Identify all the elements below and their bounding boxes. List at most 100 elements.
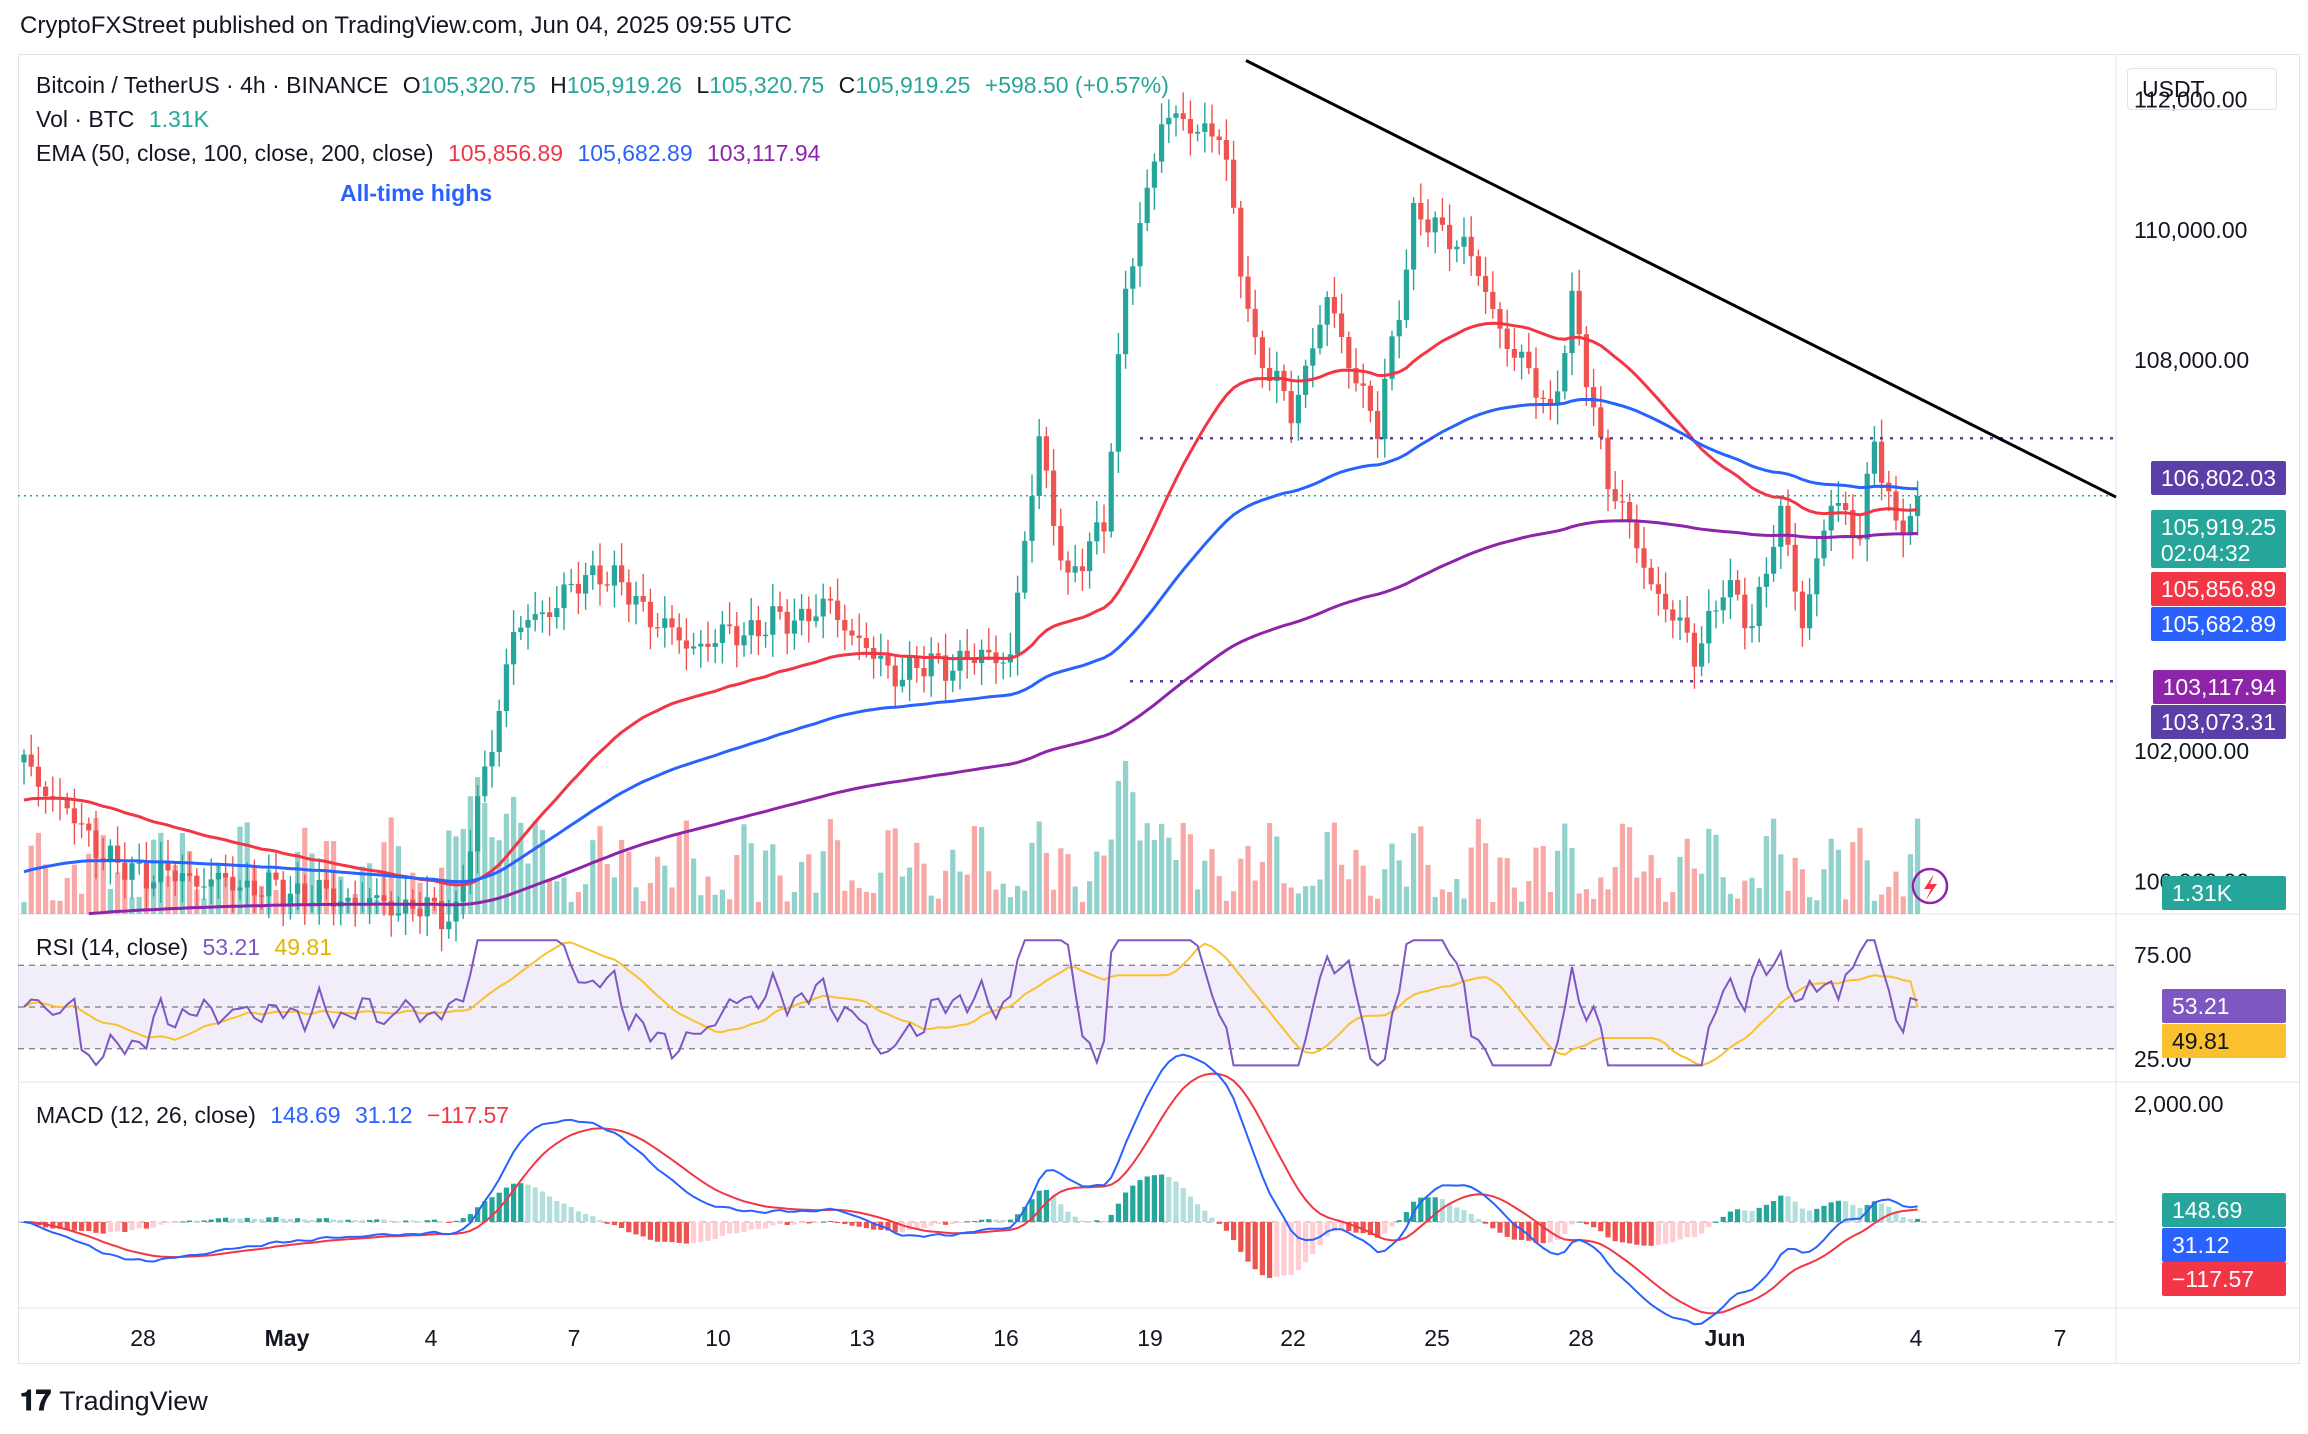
volume-bar	[1432, 896, 1438, 914]
volume-bar	[1886, 886, 1892, 914]
macd-histogram-bar	[388, 1220, 394, 1222]
volume-bar	[676, 832, 682, 914]
price-tick-label: 108,000.00	[2134, 347, 2249, 373]
macd-histogram-bar	[964, 1221, 970, 1223]
candle-body	[1367, 385, 1373, 411]
volume-bar	[57, 900, 63, 914]
macd-histogram-bar	[1857, 1207, 1863, 1222]
macd-histogram-bar	[158, 1222, 164, 1225]
macd-histogram-bar	[1245, 1222, 1251, 1262]
volume-bar	[1900, 896, 1906, 914]
volume-bar	[892, 828, 898, 914]
macd-histogram-bar	[1526, 1222, 1532, 1241]
macd-histogram-bar	[1144, 1176, 1150, 1222]
volume-bar	[1526, 881, 1532, 914]
price-tick-label: 110,000.00	[2134, 217, 2247, 243]
volume-bar	[208, 885, 214, 914]
volume-bar	[1022, 890, 1028, 914]
macd-histogram-bar	[784, 1222, 790, 1226]
macd-histogram-bar	[1267, 1222, 1273, 1279]
candle-body	[1159, 124, 1165, 162]
volume-bar	[1555, 850, 1561, 914]
macd-histogram-bar	[885, 1222, 891, 1231]
macd-histogram-bar	[1619, 1222, 1625, 1243]
volume-bar	[1324, 832, 1330, 914]
volume-bar	[1238, 858, 1244, 914]
volume-bar	[1828, 838, 1834, 914]
volume-bar	[1540, 846, 1546, 914]
candle-body	[1742, 594, 1748, 629]
volume-bar	[374, 899, 380, 914]
macd-histogram-bar	[1108, 1214, 1114, 1222]
macd-histogram-bar	[223, 1217, 229, 1222]
date-tick-label: 10	[705, 1325, 731, 1351]
volume-bar	[1288, 887, 1294, 914]
macd-histogram-bar	[734, 1222, 740, 1234]
volume-bar	[1036, 821, 1042, 914]
volume-bar	[907, 867, 913, 914]
rsi-tick-label: 75.00	[2134, 942, 2192, 968]
volume-bar	[993, 889, 999, 914]
macd-histogram-bar	[763, 1222, 769, 1229]
volume-bar	[1375, 898, 1381, 914]
volume-bar	[791, 891, 797, 914]
candle-body	[446, 921, 452, 930]
rsi-ma-tag: 49.81	[2162, 1024, 2286, 1058]
candle-body	[1079, 566, 1085, 572]
candle-body	[1195, 131, 1201, 134]
volume-bar	[345, 900, 351, 914]
macd-histogram-bar	[1367, 1222, 1373, 1236]
currency-unit-button[interactable]: USDT	[2127, 68, 2277, 110]
volume-bar	[842, 890, 848, 914]
macd-value: 148.69	[270, 1102, 341, 1128]
tradingview-logo[interactable]: 𝟏𝟕 TradingView	[20, 1384, 208, 1417]
volume-bar	[1735, 898, 1741, 914]
volume-bar	[1749, 877, 1755, 914]
macd-histogram-bar	[1382, 1222, 1388, 1234]
volume-bar	[827, 819, 833, 914]
candle-body	[1713, 610, 1719, 612]
candle-body	[1094, 522, 1100, 542]
candle-body	[1281, 370, 1287, 392]
volume-bar	[395, 846, 401, 914]
volume-bar	[1339, 864, 1345, 914]
candle-body	[1036, 436, 1042, 497]
volume-bar	[626, 851, 632, 914]
volume-bar	[1785, 890, 1791, 914]
candle-body	[1540, 397, 1546, 399]
volume-bar	[1317, 879, 1323, 914]
volume-bar	[496, 840, 502, 914]
candle-body	[1569, 290, 1575, 354]
volume-bar	[467, 796, 473, 914]
macd-histogram-bar	[1893, 1211, 1899, 1222]
candle-body	[1058, 525, 1064, 561]
macd-histogram-bar	[863, 1222, 869, 1229]
volume-bar	[244, 822, 250, 914]
macd-histogram-bar	[1418, 1197, 1424, 1222]
volume-bar	[1619, 823, 1625, 914]
candle-body	[511, 632, 517, 665]
macd-histogram-bar	[561, 1203, 567, 1222]
macd-histogram-bar	[1490, 1222, 1496, 1229]
macd-histogram-bar	[950, 1222, 956, 1225]
volume-bar	[115, 872, 121, 914]
candle-body	[813, 616, 819, 622]
volume-bar	[86, 853, 92, 914]
volume-bar	[1065, 854, 1071, 914]
rsi-tag: 53.21	[2162, 989, 2286, 1023]
candle-body	[1555, 391, 1561, 404]
candle-body	[892, 665, 898, 687]
candle-body	[914, 657, 920, 668]
candle-body	[619, 565, 625, 583]
volume-bar	[971, 826, 977, 914]
macd-histogram-bar	[791, 1222, 797, 1225]
macd-histogram-bar	[1209, 1217, 1215, 1222]
macd-histogram-bar	[1137, 1180, 1143, 1222]
symbol-name[interactable]: Bitcoin / TetherUS · 4h · BINANCE	[36, 72, 389, 98]
candle-body	[1295, 394, 1301, 424]
macd-histogram-bar	[827, 1220, 833, 1222]
candle-body	[1202, 123, 1208, 132]
macd-histogram-bar	[115, 1222, 121, 1232]
macd-histogram-bar	[554, 1200, 560, 1222]
